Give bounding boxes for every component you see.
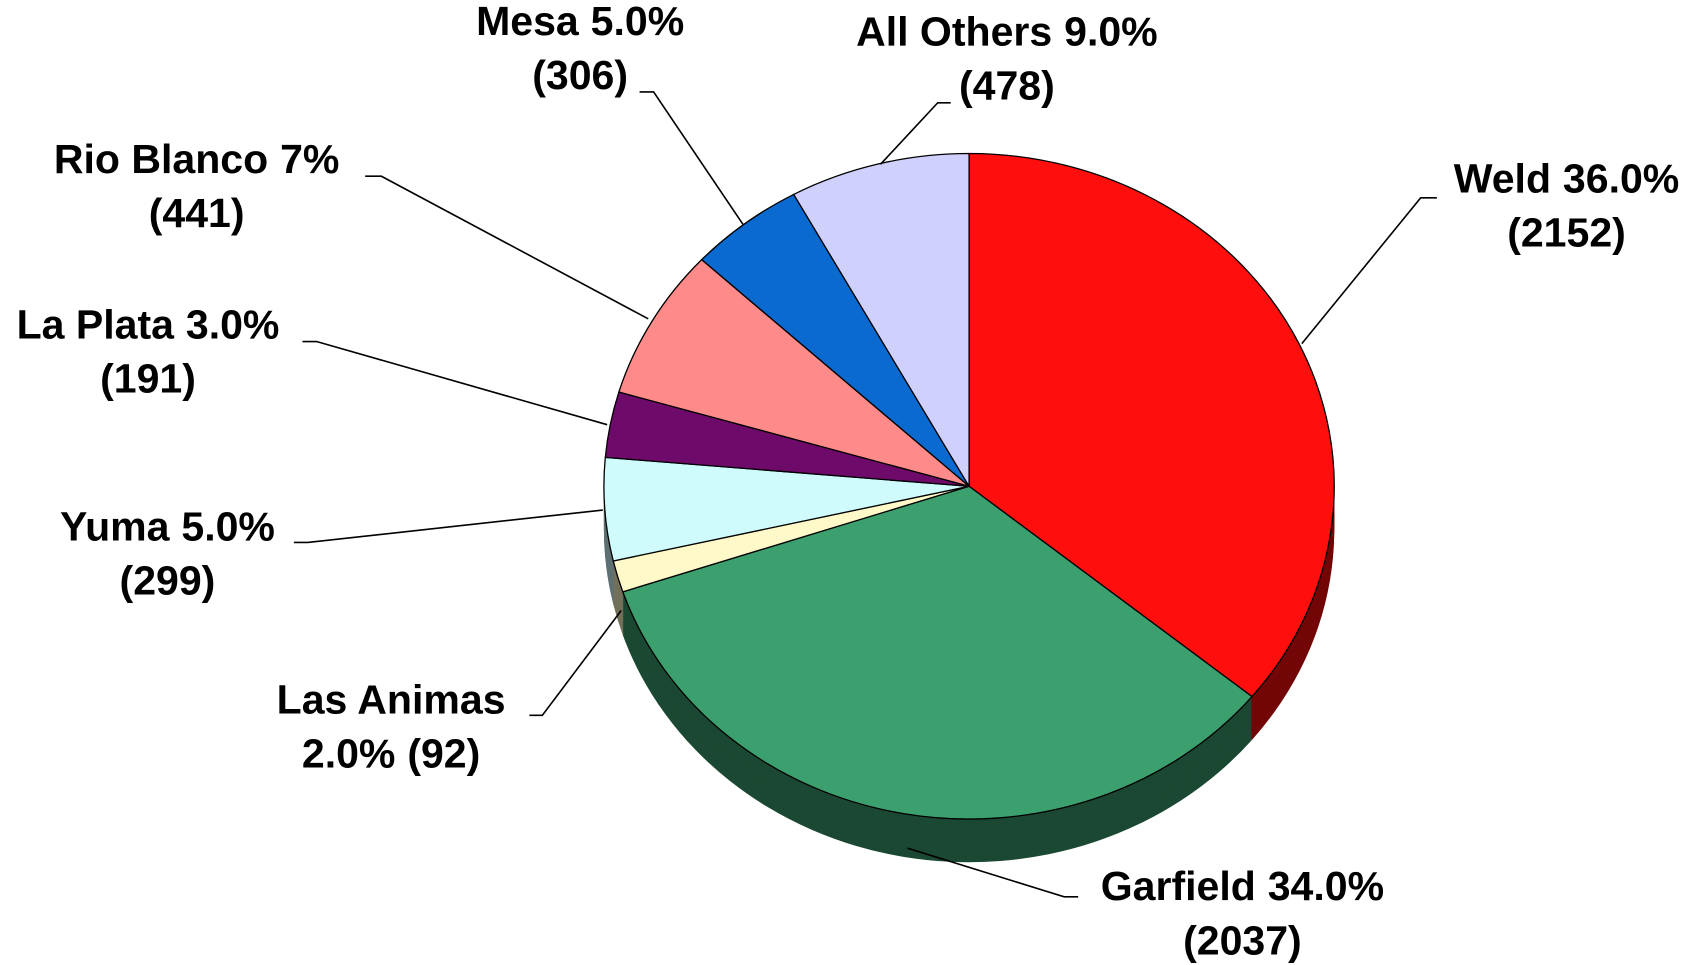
label-part: (299) bbox=[120, 557, 216, 603]
slice-label: (441) bbox=[149, 190, 245, 236]
label-part: (441) bbox=[149, 190, 245, 236]
label-part: 36.0% bbox=[1563, 155, 1679, 201]
slice-label: Mesa 5.0% bbox=[476, 0, 684, 44]
slice bbox=[618, 259, 970, 487]
label-part: 7% bbox=[280, 136, 339, 182]
label-part: La Plata bbox=[17, 301, 176, 347]
slice-label: (2152) bbox=[1507, 209, 1626, 255]
slice-label: Weld 36.0% bbox=[1454, 155, 1680, 201]
label-part: 9.0% bbox=[1064, 9, 1158, 55]
slice-label: La Plata 3.0% bbox=[17, 301, 280, 347]
leader-line bbox=[639, 91, 744, 226]
label-part: 3.0% bbox=[186, 301, 280, 347]
label-part: 2.0% bbox=[302, 730, 396, 776]
label-part: 5.0% bbox=[181, 503, 275, 549]
label-part: Weld bbox=[1454, 155, 1551, 201]
label-part: 5.0% bbox=[591, 0, 685, 44]
slice bbox=[968, 152, 1335, 698]
slice-label: All Others 9.0% bbox=[856, 9, 1158, 55]
leader-line bbox=[365, 175, 649, 320]
slice bbox=[622, 485, 1253, 820]
label-part: Garfield bbox=[1101, 863, 1256, 909]
slice-label: Garfield 34.0% bbox=[1101, 863, 1384, 909]
slice-label: (191) bbox=[100, 355, 196, 401]
slice-label: 2.0% (92) bbox=[302, 730, 480, 776]
label-part: (2152) bbox=[1507, 209, 1626, 255]
label-part: (2037) bbox=[1183, 917, 1302, 963]
label-part: (306) bbox=[532, 52, 628, 98]
leader-line bbox=[293, 509, 603, 544]
slice-label: Yuma 5.0% bbox=[60, 503, 275, 549]
label-part: (191) bbox=[100, 355, 196, 401]
slice-label: Las Animas bbox=[277, 676, 506, 722]
label-part: Rio Blanco bbox=[54, 136, 268, 182]
label-part: (92) bbox=[407, 730, 480, 776]
leader-line bbox=[302, 340, 608, 426]
leader-line bbox=[1301, 197, 1437, 345]
label-part: 34.0% bbox=[1268, 863, 1384, 909]
slice-label: (478) bbox=[959, 63, 1055, 109]
label-part: All Others bbox=[856, 9, 1052, 55]
slice-label: Rio Blanco 7% bbox=[54, 136, 340, 182]
slice-label: (306) bbox=[532, 52, 628, 98]
label-part: (478) bbox=[959, 63, 1055, 109]
leader-line bbox=[907, 847, 1079, 898]
label-part: Yuma bbox=[60, 503, 171, 549]
label-part: Mesa bbox=[476, 0, 580, 44]
leader-line bbox=[879, 101, 951, 165]
slice-label: (2037) bbox=[1183, 917, 1302, 963]
label-part: Las Animas bbox=[277, 676, 506, 722]
slice-label: (299) bbox=[120, 557, 216, 603]
leader-line bbox=[529, 610, 622, 717]
slice bbox=[793, 152, 970, 487]
